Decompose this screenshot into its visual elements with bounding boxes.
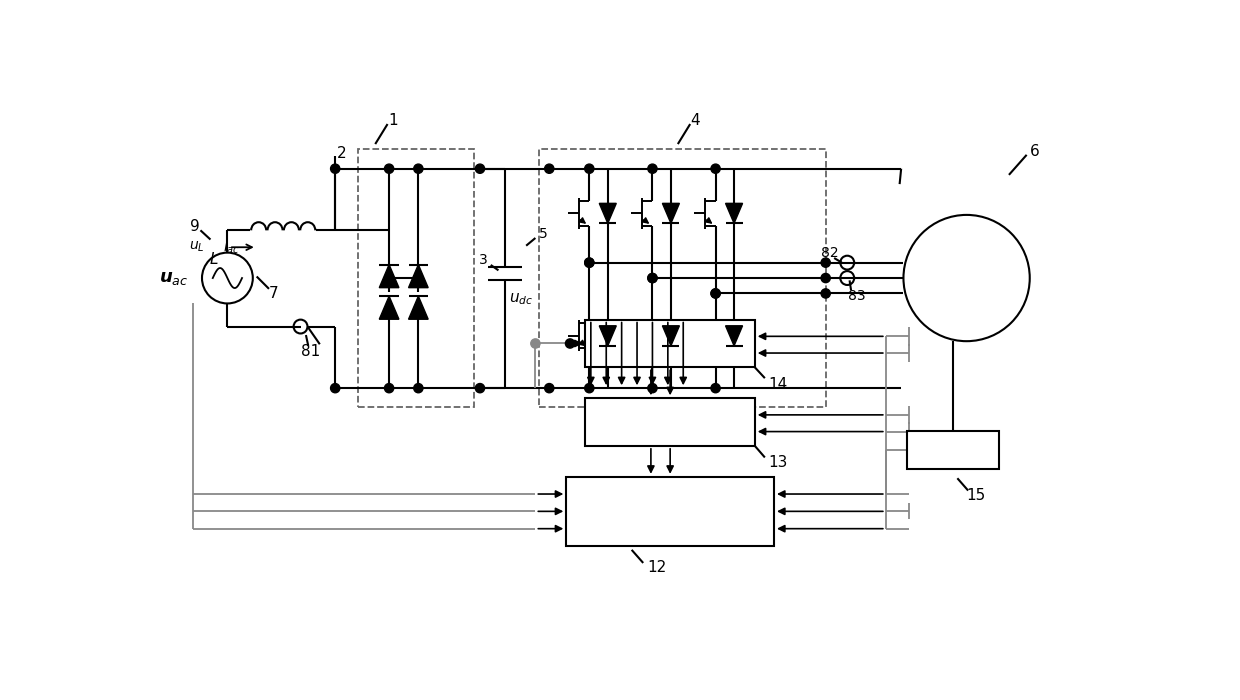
Polygon shape xyxy=(662,203,680,223)
Text: $u_L$: $u_L$ xyxy=(188,240,205,254)
Text: 14: 14 xyxy=(769,377,787,392)
Polygon shape xyxy=(725,326,743,346)
Text: $i_{ac}$: $i_{ac}$ xyxy=(223,239,239,256)
Text: 5: 5 xyxy=(538,227,548,241)
Circle shape xyxy=(711,289,720,298)
Circle shape xyxy=(821,274,831,283)
Polygon shape xyxy=(408,265,428,288)
Circle shape xyxy=(414,164,423,174)
Circle shape xyxy=(384,384,394,393)
Circle shape xyxy=(475,164,485,174)
Polygon shape xyxy=(599,326,616,346)
Circle shape xyxy=(711,289,720,298)
Polygon shape xyxy=(408,296,428,319)
Text: 7: 7 xyxy=(269,286,279,301)
FancyBboxPatch shape xyxy=(585,320,755,368)
Circle shape xyxy=(585,384,594,393)
Circle shape xyxy=(544,384,554,393)
Text: 83: 83 xyxy=(848,288,866,302)
Text: 12: 12 xyxy=(647,560,667,575)
Text: 6: 6 xyxy=(1029,144,1039,160)
Circle shape xyxy=(647,274,657,283)
Text: 2: 2 xyxy=(336,146,346,161)
Polygon shape xyxy=(725,203,743,223)
Circle shape xyxy=(821,258,831,267)
Text: 82: 82 xyxy=(821,246,838,260)
Circle shape xyxy=(531,339,541,348)
Circle shape xyxy=(414,384,423,393)
Circle shape xyxy=(585,164,594,174)
Polygon shape xyxy=(599,203,616,223)
Text: 3: 3 xyxy=(479,253,487,267)
Circle shape xyxy=(384,164,394,174)
Text: 15: 15 xyxy=(966,489,986,503)
Circle shape xyxy=(585,258,594,267)
Circle shape xyxy=(585,258,594,267)
Circle shape xyxy=(331,164,340,174)
Text: $\boldsymbol{u}_{ac}$: $\boldsymbol{u}_{ac}$ xyxy=(159,269,188,287)
Circle shape xyxy=(331,384,340,393)
FancyBboxPatch shape xyxy=(906,430,999,469)
Text: 81: 81 xyxy=(301,344,320,360)
Circle shape xyxy=(711,384,720,393)
Circle shape xyxy=(711,164,720,174)
Text: $u_{dc}$: $u_{dc}$ xyxy=(510,292,533,307)
Polygon shape xyxy=(379,296,399,319)
Circle shape xyxy=(565,339,574,348)
Circle shape xyxy=(647,164,657,174)
Circle shape xyxy=(821,289,831,298)
FancyBboxPatch shape xyxy=(567,477,774,546)
Text: 4: 4 xyxy=(691,113,701,129)
Circle shape xyxy=(475,384,485,393)
Circle shape xyxy=(414,274,423,283)
Polygon shape xyxy=(662,326,680,346)
Circle shape xyxy=(544,164,554,174)
Circle shape xyxy=(647,274,657,283)
Circle shape xyxy=(384,274,394,283)
Polygon shape xyxy=(379,265,399,288)
FancyBboxPatch shape xyxy=(585,398,755,446)
Text: $L$: $L$ xyxy=(208,251,218,267)
Text: 13: 13 xyxy=(769,455,787,470)
Circle shape xyxy=(647,384,657,393)
Text: 1: 1 xyxy=(388,113,398,129)
Text: 9: 9 xyxy=(190,219,200,234)
